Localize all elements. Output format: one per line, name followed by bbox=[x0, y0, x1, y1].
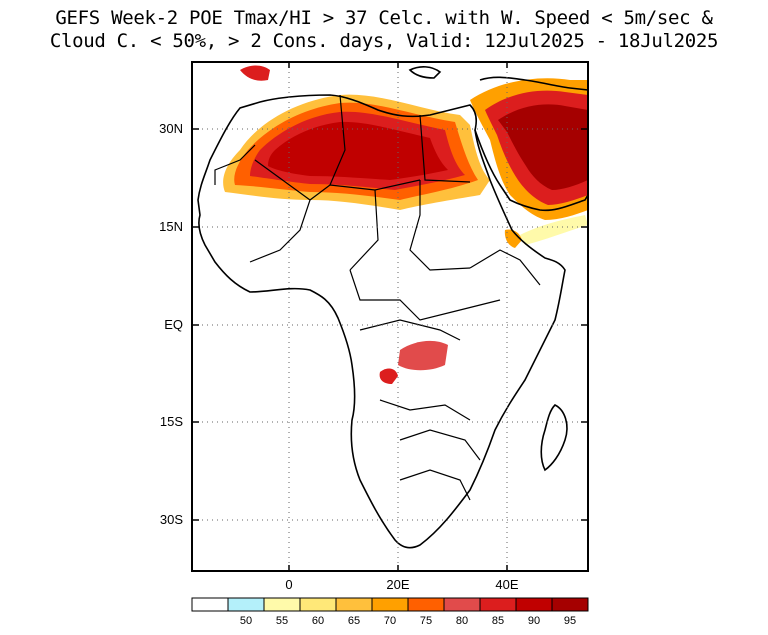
colorbar-swatch bbox=[299, 597, 337, 612]
colorbar-swatch bbox=[335, 597, 373, 612]
lat-label-15n: 15N bbox=[159, 219, 183, 234]
colorbar-swatch bbox=[263, 597, 301, 612]
colorbar-swatch bbox=[551, 597, 589, 612]
lon-label-0: 0 bbox=[285, 577, 293, 592]
colorbar-label: 65 bbox=[347, 615, 361, 627]
lat-label-30s: 30S bbox=[159, 512, 183, 527]
colorbar-label: 70 bbox=[383, 615, 397, 627]
colorbar-swatch bbox=[371, 597, 409, 612]
colorbar-swatch bbox=[443, 597, 481, 612]
colorbar-label: 60 bbox=[311, 615, 325, 627]
colorbar-swatch bbox=[191, 597, 229, 612]
lat-label-30n: 30N bbox=[159, 121, 183, 136]
colorbar-label: 50 bbox=[239, 615, 253, 627]
colorbar-swatch bbox=[479, 597, 517, 612]
colorbar-swatch bbox=[407, 597, 445, 612]
colorbar bbox=[191, 597, 589, 612]
map-title-line-2: Cloud C. < 50%, > 2 Cons. days, Valid: 1… bbox=[49, 30, 719, 52]
colorbar-label: 85 bbox=[491, 615, 505, 627]
map-title-line-1: GEFS Week-2 POE Tmax/HI > 37 Celc. with … bbox=[55, 7, 713, 29]
lon-label-20e: 20E bbox=[386, 577, 410, 592]
colorbar-label: 55 bbox=[275, 615, 289, 627]
colorbar-swatch bbox=[515, 597, 553, 612]
colorbar-label: 95 bbox=[563, 615, 577, 627]
graticule bbox=[192, 62, 588, 571]
probability-shading bbox=[223, 65, 588, 384]
coastlines bbox=[197, 66, 589, 549]
lat-label-15s: 15S bbox=[159, 414, 183, 429]
colorbar-label: 75 bbox=[419, 615, 433, 627]
map-frame bbox=[191, 61, 589, 572]
lat-label-eq: EQ bbox=[164, 317, 183, 332]
colorbar-label: 90 bbox=[527, 615, 541, 627]
lon-label-40e: 40E bbox=[495, 577, 519, 592]
colorbar-label: 80 bbox=[455, 615, 469, 627]
colorbar-swatch bbox=[227, 597, 265, 612]
country-borders bbox=[214, 94, 541, 501]
axis-ticks bbox=[192, 62, 588, 571]
